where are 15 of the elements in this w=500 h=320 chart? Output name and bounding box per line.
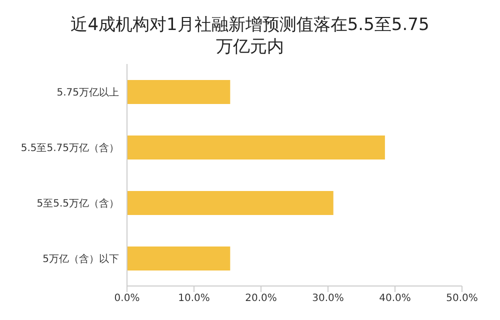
- bar: [127, 191, 334, 215]
- y-tick-label: 5.75万亿以上: [56, 86, 119, 98]
- y-tick-label: 5至5.5万亿（含）: [36, 197, 119, 210]
- bar: [127, 136, 385, 160]
- x-tick-label: 10.0%: [178, 293, 210, 304]
- bar: [127, 246, 230, 270]
- x-tick-label: 40.0%: [379, 293, 411, 304]
- x-tick-label: 50.0%: [446, 293, 478, 304]
- y-tick-label: 5.5至5.75万亿（含）: [20, 142, 119, 154]
- y-tick-label: 5万亿（含）以下: [42, 252, 119, 265]
- chart-title: 近4成机构对1月社融新增预测值落在5.5至5.75万亿元内: [70, 14, 430, 59]
- x-tick-label: 0.0%: [114, 293, 140, 304]
- bar: [127, 80, 230, 104]
- x-tick-label: 30.0%: [312, 293, 344, 304]
- x-tick-label: 20.0%: [245, 293, 277, 304]
